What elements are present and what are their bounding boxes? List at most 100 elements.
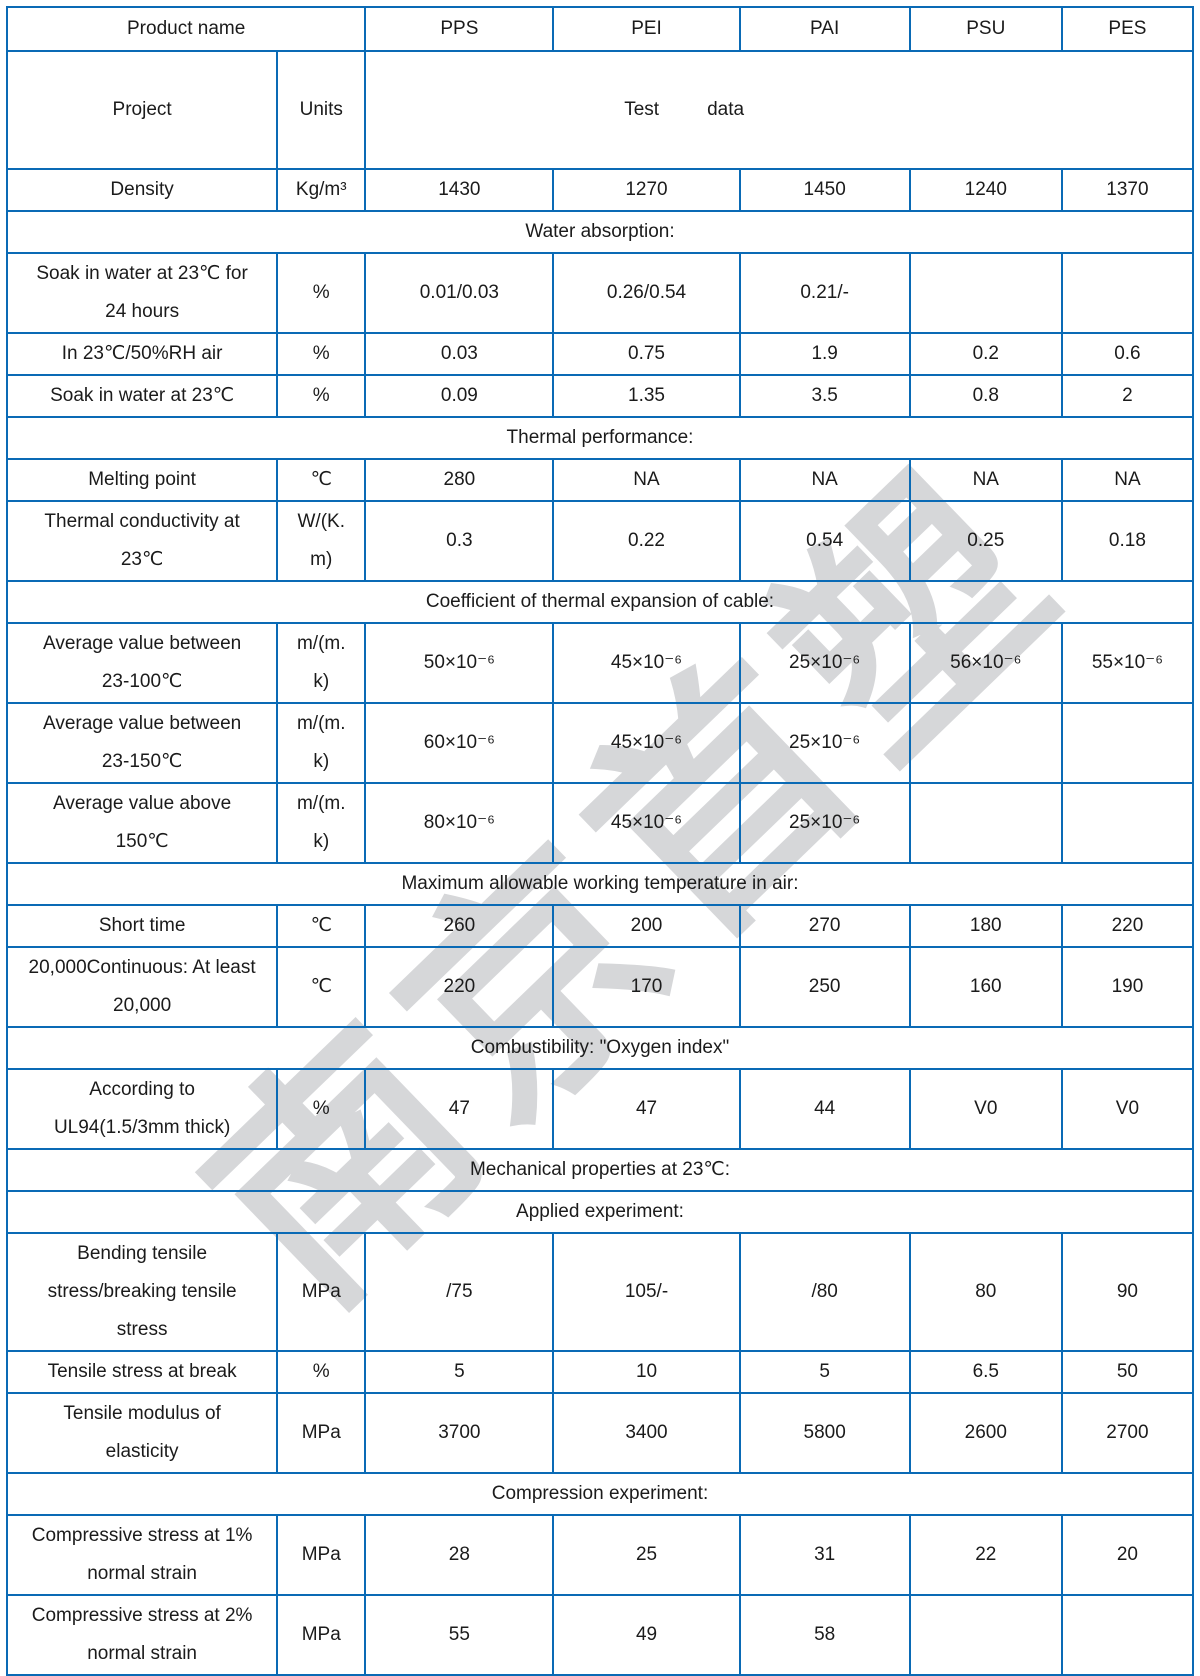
value-cell: 0.26/0.54	[552, 252, 741, 334]
unit-cell: W/(K. m)	[276, 500, 367, 582]
section-row: Mechanical properties at 23℃:	[6, 1148, 1194, 1192]
value-cell: 25	[552, 1514, 741, 1596]
unit-cell: MPa	[276, 1594, 367, 1676]
value-cell: 80	[908, 1232, 1063, 1352]
unit-cell: ℃	[276, 946, 367, 1028]
value-cell: 180	[908, 904, 1063, 948]
product-col-pai: PAI	[738, 6, 911, 52]
value-cell: NA	[738, 458, 911, 502]
row-label: Bending tensile stress/breaking tensile …	[5, 1232, 279, 1352]
value-cell: 1270	[552, 168, 741, 212]
section-row: Water absorption:	[6, 210, 1194, 254]
value-cell: 47	[552, 1068, 741, 1150]
unit-cell: %	[276, 1068, 367, 1150]
value-cell	[1060, 252, 1195, 334]
value-cell: 0.03	[364, 332, 555, 376]
product-name-header: Product name	[5, 6, 367, 52]
section-row: Maximum allowable working temperature in…	[6, 862, 1194, 906]
value-cell: 60×10⁻⁶	[364, 702, 555, 784]
value-cell: 160	[908, 946, 1063, 1028]
row-label: Soak in water at 23℃ for 24 hours	[5, 252, 279, 334]
unit-cell: ℃	[276, 458, 367, 502]
value-cell: 55	[364, 1594, 555, 1676]
data-row: Soak in water at 23℃ for 24 hours% 0.01/0…	[5, 252, 1195, 334]
value-cell: 1370	[1060, 168, 1195, 212]
value-cell: 0.8	[908, 374, 1063, 418]
value-cell: 200	[552, 904, 741, 948]
value-cell: 105/-	[552, 1232, 741, 1352]
unit-cell: MPa	[276, 1232, 367, 1352]
value-cell: 0.2	[908, 332, 1063, 376]
value-cell	[1060, 702, 1195, 784]
value-cell: 25×10⁻⁶	[738, 622, 911, 704]
value-cell: NA	[552, 458, 741, 502]
section-row: Combustibility: "Oxygen index"	[6, 1026, 1194, 1070]
subheader-row: Project Units Test data	[5, 50, 1194, 170]
section-row: Compression experiment:	[6, 1472, 1194, 1516]
value-cell: 5	[738, 1350, 911, 1394]
value-cell: 90	[1060, 1232, 1195, 1352]
section-row: Applied experiment:	[6, 1190, 1194, 1234]
value-cell: /75	[364, 1232, 555, 1352]
row-label: Tensile modulus of elasticity	[5, 1392, 279, 1474]
value-cell	[908, 782, 1063, 864]
data-row: Average value above 150℃ m/(m. k) 80×10⁻⁶ 4…	[5, 782, 1195, 864]
product-col-pes: PES	[1060, 6, 1195, 52]
data-row: Compressive stress at 2% normal strain MP…	[5, 1594, 1195, 1676]
unit-cell: %	[276, 332, 367, 376]
value-cell: 0.6	[1060, 332, 1195, 376]
value-cell: 22	[908, 1514, 1063, 1596]
value-cell: 28	[364, 1514, 555, 1596]
unit-cell: m/(m. k)	[276, 782, 367, 864]
row-label: Density	[5, 168, 279, 212]
value-cell: 50	[1060, 1350, 1195, 1394]
row-label: Compressive stress at 1% normal strain	[5, 1514, 279, 1596]
value-cell: 1.9	[738, 332, 911, 376]
value-cell: 58	[738, 1594, 911, 1676]
value-cell: 220	[1060, 904, 1195, 948]
unit-cell: %	[276, 1350, 367, 1394]
row-label: Short time	[5, 904, 279, 948]
value-cell: 280	[364, 458, 555, 502]
row-label: Average value between 23-150℃	[5, 702, 279, 784]
unit-cell: %	[276, 374, 367, 418]
row-label: 20,000Continuous: At least 20,000	[5, 946, 279, 1028]
value-cell: NA	[908, 458, 1063, 502]
value-cell: 10	[552, 1350, 741, 1394]
value-cell: 31	[738, 1514, 911, 1596]
unit-cell: %	[276, 252, 367, 334]
value-cell: 20	[1060, 1514, 1195, 1596]
data-row: Tensile modulus of elasticity MPa 3700 3400…	[5, 1392, 1195, 1474]
data-row: Compressive stress at 1% normal strain MP…	[5, 1514, 1195, 1596]
unit-cell: ℃	[276, 904, 367, 948]
value-cell: 49	[552, 1594, 741, 1676]
section-label: Water absorption:	[6, 210, 1194, 254]
section-label: Thermal performance:	[6, 416, 1194, 460]
section-label: Coefficient of thermal expansion of cabl…	[6, 580, 1194, 624]
data-row: Tensile stress at break% 5 10 5 6.5 50	[5, 1350, 1195, 1394]
value-cell: 250	[738, 946, 911, 1028]
section-label: Maximum allowable working temperature in…	[6, 862, 1194, 906]
value-cell: 170	[552, 946, 741, 1028]
value-cell: 25×10⁻⁶	[738, 782, 911, 864]
value-cell: 25×10⁻⁶	[738, 702, 911, 784]
value-cell: 0.18	[1060, 500, 1195, 582]
value-cell: 1240	[908, 168, 1063, 212]
value-cell: 260	[364, 904, 555, 948]
value-cell: 50×10⁻⁶	[364, 622, 555, 704]
value-cell: 55×10⁻⁶	[1060, 622, 1195, 704]
value-cell: 56×10⁻⁶	[908, 622, 1063, 704]
value-cell: 3.5	[738, 374, 911, 418]
test-data-label: Test data	[367, 91, 1093, 129]
product-col-psu: PSU	[908, 6, 1063, 52]
value-cell: V0	[1060, 1068, 1195, 1150]
unit-cell: m/(m. k)	[276, 702, 367, 784]
value-cell: V0	[908, 1068, 1063, 1150]
value-cell: 0.09	[364, 374, 555, 418]
value-cell: NA	[1060, 458, 1195, 502]
value-cell: 0.21/-	[738, 252, 911, 334]
data-row: Thermal conductivity at 23℃ W/(K. m) 0.3 0.…	[5, 500, 1195, 582]
value-cell: 5	[364, 1350, 555, 1394]
unit-cell: m/(m. k)	[276, 622, 367, 704]
value-cell: 190	[1060, 946, 1195, 1028]
